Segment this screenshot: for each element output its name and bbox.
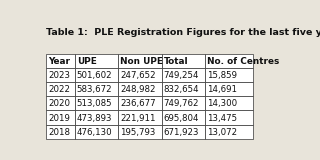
Text: 749,762: 749,762 [164,100,199,108]
Text: Table 1:  PLE Registration Figures for the last five years: Table 1: PLE Registration Figures for th… [46,28,320,37]
Text: No. of Centres: No. of Centres [207,57,279,66]
FancyBboxPatch shape [46,124,75,139]
Text: 221,911: 221,911 [120,114,156,123]
Text: 13,475: 13,475 [207,114,237,123]
FancyBboxPatch shape [118,124,162,139]
FancyBboxPatch shape [162,82,205,96]
FancyBboxPatch shape [46,82,75,96]
Text: 671,923: 671,923 [164,128,199,137]
Text: 501,602: 501,602 [77,71,112,80]
Text: 2019: 2019 [48,114,70,123]
FancyBboxPatch shape [162,54,205,68]
FancyBboxPatch shape [118,54,162,68]
FancyBboxPatch shape [75,110,118,124]
Text: Total: Total [164,57,188,66]
FancyBboxPatch shape [75,96,118,110]
FancyBboxPatch shape [75,54,118,68]
FancyBboxPatch shape [118,110,162,124]
Text: 476,130: 476,130 [77,128,112,137]
Text: 473,893: 473,893 [77,114,112,123]
Text: 195,793: 195,793 [120,128,156,137]
FancyBboxPatch shape [118,68,162,82]
Text: 14,300: 14,300 [207,100,237,108]
Text: 2018: 2018 [48,128,70,137]
Text: 13,072: 13,072 [207,128,237,137]
Text: Year: Year [48,57,70,66]
Text: 832,654: 832,654 [164,85,199,94]
FancyBboxPatch shape [46,96,75,110]
Text: 2022: 2022 [48,85,70,94]
FancyBboxPatch shape [75,68,118,82]
FancyBboxPatch shape [118,96,162,110]
Text: 513,085: 513,085 [77,100,112,108]
FancyBboxPatch shape [46,68,75,82]
FancyBboxPatch shape [75,124,118,139]
Text: Non UPE: Non UPE [120,57,163,66]
FancyBboxPatch shape [205,110,253,124]
FancyBboxPatch shape [118,82,162,96]
FancyBboxPatch shape [205,68,253,82]
FancyBboxPatch shape [75,82,118,96]
Text: 583,672: 583,672 [77,85,112,94]
FancyBboxPatch shape [46,110,75,124]
Text: 2023: 2023 [48,71,70,80]
FancyBboxPatch shape [162,68,205,82]
FancyBboxPatch shape [205,96,253,110]
Text: 695,804: 695,804 [164,114,199,123]
FancyBboxPatch shape [205,82,253,96]
FancyBboxPatch shape [162,124,205,139]
Text: 247,652: 247,652 [120,71,156,80]
Text: 2020: 2020 [48,100,70,108]
Text: 749,254: 749,254 [164,71,199,80]
FancyBboxPatch shape [205,54,253,68]
FancyBboxPatch shape [162,110,205,124]
FancyBboxPatch shape [46,54,75,68]
FancyBboxPatch shape [205,124,253,139]
FancyBboxPatch shape [162,96,205,110]
Text: UPE: UPE [77,57,97,66]
Text: 248,982: 248,982 [120,85,156,94]
Text: 236,677: 236,677 [120,100,156,108]
Text: 14,691: 14,691 [207,85,237,94]
Text: 15,859: 15,859 [207,71,237,80]
